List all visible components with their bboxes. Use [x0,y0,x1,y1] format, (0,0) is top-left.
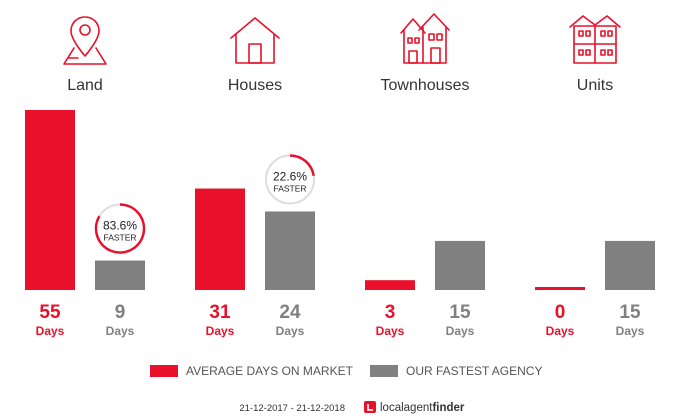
unit-label-houses-average: Days [206,324,235,338]
value-label-townhouses-fastest: 15 [449,302,471,323]
category-label-land: Land [67,77,103,94]
legend-swatch-fastest [370,365,398,377]
category-label-townhouses: Townhouses [381,77,470,94]
badge-word: FASTER [273,183,306,193]
bar-houses-fastest [265,211,315,290]
value-label-townhouses-average: 3 [385,302,396,323]
value-labels: 55Days9Days31Days24Days3Days15Days0Days1… [36,302,645,338]
townhouse-icon [400,13,450,64]
category-icons [63,13,621,65]
unit-label-townhouses-fastest: Days [446,324,475,338]
value-label-units-average: 0 [555,302,566,323]
legend: AVERAGE DAYS ON MARKET OUR FASTEST AGENC… [150,364,542,378]
category-label-units: Units [577,77,613,94]
unit-label-houses-fastest: Days [276,324,305,338]
value-label-houses-fastest: 24 [279,302,301,323]
bars [25,110,655,290]
badge-progress-arc [289,154,315,177]
bar-units-fastest [605,240,655,290]
date-range: 21-12-2017 - 21-12-2018 [239,403,345,414]
footer: 21-12-2017 - 21-12-2018 localagentfinder [239,401,465,414]
value-label-units-fastest: 15 [619,302,641,323]
brand-name-bold: finder [432,402,464,414]
value-label-houses-average: 31 [209,302,231,323]
unit-label-units-fastest: Days [616,324,645,338]
bar-townhouses-average [365,280,415,290]
legend-swatch-average [150,365,178,377]
category-label-houses: Houses [228,77,282,94]
bar-townhouses-fastest [435,240,485,290]
badge-houses: 22.6%FASTER [265,154,315,205]
value-label-land-average: 55 [39,302,61,323]
house-icon [230,17,280,64]
bar-houses-average [195,188,245,290]
badge-progress-arc [94,203,146,254]
units-icon [569,15,621,64]
unit-label-units-average: Days [546,324,575,338]
brand-logo-icon [364,401,376,413]
unit-label-townhouses-average: Days [376,324,405,338]
brand-name-light: localagent [380,402,433,414]
badge-land: 83.6%FASTER [94,203,146,254]
unit-label-land-average: Days [36,324,65,338]
brand-name: localagentfinder [380,402,465,414]
badge-percent: 22.6% [273,169,307,183]
badge-percent: 83.6% [103,219,137,233]
bar-units-average [535,287,585,290]
badge-word: FASTER [103,233,136,243]
legend-label-average: AVERAGE DAYS ON MARKET [186,364,354,378]
legend-label-fastest: OUR FASTEST AGENCY [406,364,542,378]
unit-label-land-fastest: Days [106,324,135,338]
category-labels: Land Houses Townhouses Units [67,77,613,94]
bar-land-average [25,110,75,290]
bar-land-fastest [95,260,145,290]
value-label-land-fastest: 9 [115,302,126,323]
map-pin-icon [63,16,107,65]
